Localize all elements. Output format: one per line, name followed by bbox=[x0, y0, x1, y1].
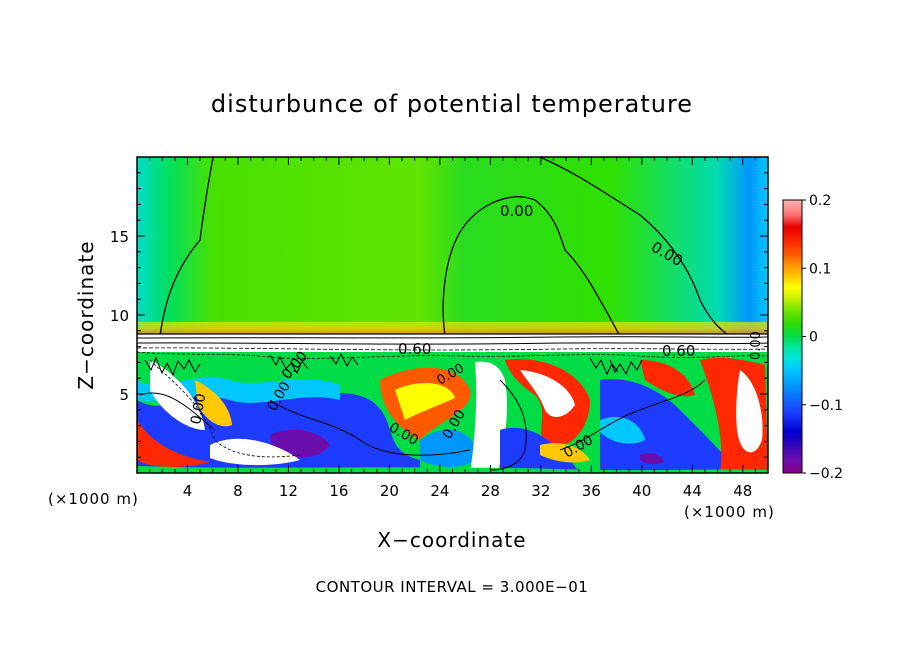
contour-label: 0.60 bbox=[662, 342, 695, 360]
inversion-contour-4 bbox=[137, 347, 768, 351]
y-axis-ticks: 5 10 15 bbox=[110, 172, 768, 458]
contour-lower-2 bbox=[269, 399, 471, 456]
x-tick-label: 36 bbox=[582, 482, 601, 500]
x-tick-label: 28 bbox=[481, 482, 500, 500]
y-tick-label: 5 bbox=[119, 386, 129, 404]
contour-lower-3 bbox=[559, 379, 706, 451]
red-region-left bbox=[137, 420, 210, 468]
x-tick-label: 24 bbox=[430, 482, 449, 500]
purple-region bbox=[270, 429, 330, 458]
x-tick-label: 40 bbox=[632, 482, 651, 500]
contour-label: 0.00 bbox=[500, 202, 533, 220]
colorbar-tick-label: −0.1 bbox=[809, 398, 843, 414]
contour-label: 0.00 bbox=[188, 392, 209, 425]
blue-region-center bbox=[420, 429, 480, 467]
y-axis-label: Z−coordinate bbox=[74, 240, 98, 389]
yellow-region-center-right bbox=[540, 443, 590, 463]
red-region-right bbox=[640, 360, 695, 397]
colorbar-ticks: 0.2 0.1 0 −0.1 −0.2 bbox=[802, 193, 843, 482]
inversion-contour-5 bbox=[137, 351, 768, 359]
chart-title: disturbunce of potential temperature bbox=[211, 90, 693, 118]
contour-lower-4 bbox=[489, 379, 527, 471]
y-tick-label: 10 bbox=[110, 307, 129, 325]
plot-field bbox=[137, 157, 768, 473]
white-region-center-right bbox=[520, 370, 575, 417]
x-tick-label: 48 bbox=[733, 482, 752, 500]
contour-center-dome bbox=[442, 196, 621, 337]
x-tick-label: 16 bbox=[329, 482, 348, 500]
x-unit-right: (×1000 m) bbox=[684, 503, 775, 521]
footer-note: CONTOUR INTERVAL = 3.000E−01 bbox=[316, 578, 589, 596]
colorbar-tick-label: 0.2 bbox=[809, 193, 831, 209]
x-tick-label: 20 bbox=[380, 482, 399, 500]
yellow-region-left bbox=[195, 380, 232, 427]
colorbar-tick-label: 0 bbox=[809, 330, 818, 346]
white-region-far-right bbox=[736, 370, 763, 453]
x-tick-label: 44 bbox=[683, 482, 702, 500]
contour-left-dome bbox=[159, 157, 214, 337]
rough-interface bbox=[144, 352, 643, 377]
colorbar-tick-label: −0.2 bbox=[809, 466, 843, 482]
contour-label: 0.00 bbox=[749, 331, 764, 360]
x-tick-label: 4 bbox=[183, 482, 193, 500]
x-tick-label: 12 bbox=[279, 482, 298, 500]
white-region-center bbox=[470, 361, 508, 473]
contour-lower-1 bbox=[139, 392, 216, 431]
colorbar-tick-label: 0.1 bbox=[809, 261, 831, 277]
white-region-left bbox=[150, 360, 205, 430]
x-axis-ticks: 4 8 12 16 20 24 28 32 36 40 44 48 bbox=[149, 157, 756, 500]
y-tick-label: 15 bbox=[110, 228, 129, 246]
contour-lower-5 bbox=[149, 359, 301, 458]
inversion-contour-2 bbox=[137, 336, 768, 339]
inversion-contour-3 bbox=[137, 342, 768, 345]
yellow-region-center bbox=[395, 383, 455, 420]
warm-band bbox=[137, 322, 768, 336]
blue-region-right bbox=[600, 379, 740, 473]
contour-label: 0.60 bbox=[398, 340, 431, 358]
white-region-left-low bbox=[210, 438, 300, 466]
x-tick-label: 8 bbox=[233, 482, 243, 500]
x-unit-left: (×1000 m) bbox=[48, 490, 139, 508]
contour-right-dome bbox=[539, 157, 731, 337]
inversion-band bbox=[137, 334, 768, 352]
purple-region-right bbox=[640, 452, 664, 465]
x-axis-label: X−coordinate bbox=[377, 528, 526, 552]
x-tick-label: 32 bbox=[531, 482, 550, 500]
colorbar: 0.2 0.1 0 −0.1 −0.2 bbox=[782, 193, 843, 482]
colorbar-gradient bbox=[782, 199, 803, 474]
